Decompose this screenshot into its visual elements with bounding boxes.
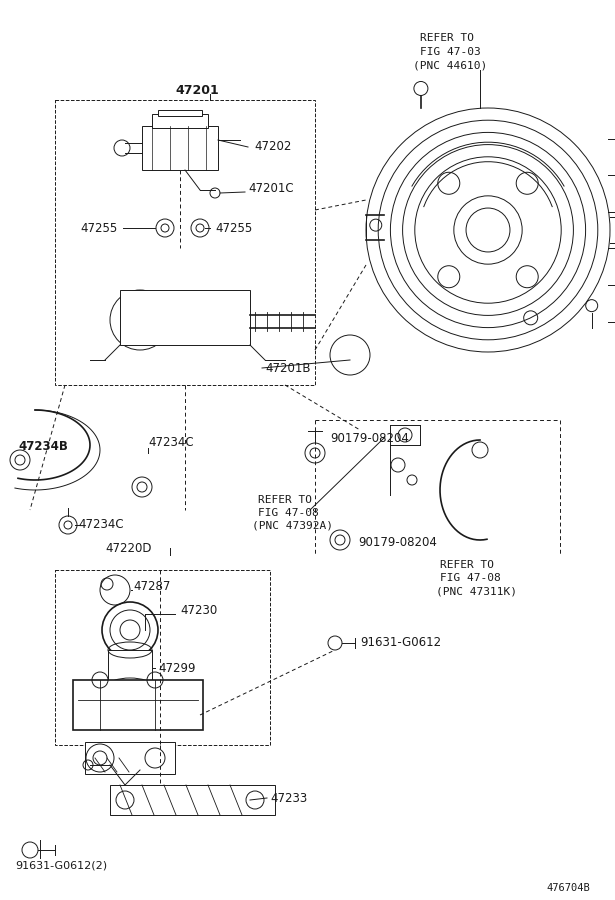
Bar (85, 742, 175, 774)
Bar (73, 680, 203, 730)
Bar (158, 110, 202, 116)
Text: REFER TO: REFER TO (440, 560, 494, 570)
Text: (PNC 44610): (PNC 44610) (413, 61, 487, 71)
Text: REFER TO: REFER TO (420, 33, 474, 43)
Text: 47287: 47287 (133, 580, 170, 592)
Text: 47255: 47255 (215, 221, 252, 235)
Text: 47234C: 47234C (148, 436, 194, 449)
Bar (152, 114, 208, 128)
Bar (110, 785, 275, 815)
Text: 47233: 47233 (270, 791, 308, 805)
Text: 47234B: 47234B (18, 440, 68, 454)
Text: 476704B: 476704B (546, 883, 590, 893)
Text: 47201B: 47201B (265, 362, 311, 374)
Text: 47201C: 47201C (248, 182, 293, 194)
Text: REFER TO: REFER TO (258, 495, 312, 505)
Bar (142, 126, 218, 170)
Text: (PNC 47311K): (PNC 47311K) (436, 586, 517, 596)
Text: (PNC 47392A): (PNC 47392A) (252, 521, 333, 531)
Text: 47220D: 47220D (105, 542, 151, 554)
Text: FIG 47-08: FIG 47-08 (440, 573, 501, 583)
Text: 47299: 47299 (158, 662, 196, 674)
Text: 47202: 47202 (254, 140, 292, 154)
Text: 91631-G0612(2): 91631-G0612(2) (15, 861, 107, 871)
Text: FIG 47-08: FIG 47-08 (258, 508, 319, 518)
Text: FIG 47-03: FIG 47-03 (420, 47, 481, 57)
Text: 47255: 47255 (80, 221, 117, 235)
Bar (120, 290, 250, 345)
Bar (55, 100, 315, 385)
Text: 91631-G0612: 91631-G0612 (360, 636, 441, 650)
Text: 90179-08204: 90179-08204 (358, 536, 437, 550)
Text: 47234C: 47234C (78, 518, 124, 532)
Bar (55, 570, 270, 745)
Text: 47230: 47230 (180, 604, 217, 617)
Text: 90179-08204: 90179-08204 (330, 431, 409, 445)
Text: 47201: 47201 (175, 84, 219, 96)
Bar (108, 650, 152, 686)
